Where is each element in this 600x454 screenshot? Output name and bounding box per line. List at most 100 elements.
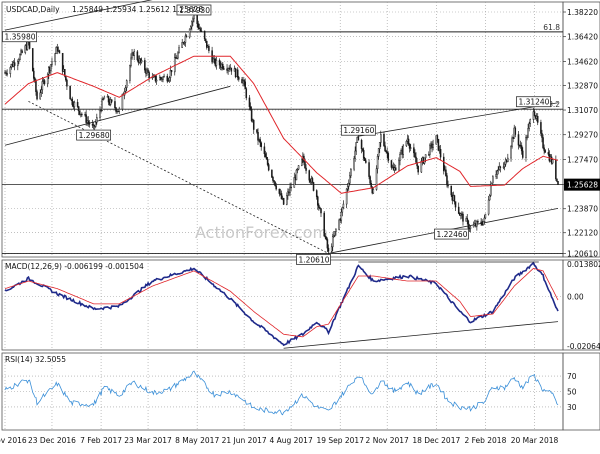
candle-body <box>370 182 372 188</box>
price-annotation-box <box>516 96 551 108</box>
candle-body <box>169 70 172 78</box>
candle-body <box>385 150 387 153</box>
candle-body <box>469 226 472 229</box>
candle-body <box>73 101 76 108</box>
macd-series-signal <box>4 267 559 338</box>
trendline-dotted-support <box>28 101 329 254</box>
candle-body <box>350 168 352 177</box>
candle-body <box>312 182 315 191</box>
candle-body <box>502 166 505 168</box>
candle-body <box>40 89 43 94</box>
candle-body <box>327 247 330 252</box>
x-tick-label: 9 Nov 2016 <box>0 436 27 445</box>
candle-body <box>349 175 351 184</box>
price-annotation-label: 1.29160 <box>343 126 374 135</box>
candle-body <box>238 77 240 80</box>
candle-body <box>297 165 300 170</box>
candle-body <box>280 193 283 200</box>
candle-body <box>110 99 113 102</box>
candle-body <box>402 145 404 155</box>
candle-body <box>555 159 557 180</box>
candle-body <box>414 152 416 158</box>
candle-body <box>446 175 448 186</box>
last-price-label: 1.25628 <box>567 181 598 190</box>
candle-body <box>124 87 127 92</box>
last-price-box <box>564 178 600 191</box>
candle-body <box>147 69 149 73</box>
candle-body <box>61 52 64 72</box>
candle-body <box>375 168 378 190</box>
candle-body <box>484 213 487 219</box>
candle-body <box>136 51 139 61</box>
candle-body <box>487 199 490 215</box>
macd-y-tick-label: -0.020648 <box>567 342 600 351</box>
candle-body <box>377 148 380 157</box>
candle-body <box>432 144 434 148</box>
candle-body <box>168 77 171 82</box>
candle-body <box>346 186 349 190</box>
candle-body <box>31 48 34 72</box>
candle-body <box>399 153 401 161</box>
y-tick-label: 1.32870 <box>567 81 598 90</box>
candle-body <box>301 158 303 166</box>
candle-body <box>178 47 180 54</box>
candle-body <box>361 148 364 151</box>
candle-body <box>330 246 333 252</box>
price-annotation-box <box>434 228 469 240</box>
candle-body <box>252 120 255 130</box>
candle-body <box>51 61 53 65</box>
candle-body <box>453 195 456 202</box>
candle-body <box>413 147 415 154</box>
candle-body <box>319 207 321 209</box>
candle-body <box>64 69 66 77</box>
candle-body <box>488 195 491 201</box>
candle-body <box>215 59 218 66</box>
candle-body <box>96 117 98 123</box>
candle-body <box>263 146 266 155</box>
candle-body <box>71 98 74 105</box>
candle-body <box>121 93 124 110</box>
candle-body <box>236 69 239 78</box>
y-tick-label: 1.38220 <box>567 8 598 17</box>
candle-body <box>289 186 291 194</box>
candle-body <box>21 50 23 53</box>
candle-body <box>507 157 509 162</box>
candle-body <box>103 96 106 100</box>
candle-body <box>133 51 135 56</box>
x-tick-label: 18 Dec 2017 <box>412 436 460 445</box>
candle-body <box>437 138 440 151</box>
candle-body <box>66 79 68 87</box>
candle-body <box>495 174 497 177</box>
x-tick-label: 23 Mar 2017 <box>124 436 172 445</box>
candle-body <box>551 159 554 164</box>
candle-body <box>540 122 542 134</box>
candle-body <box>497 169 499 172</box>
candle-body <box>18 59 20 62</box>
candle-body <box>159 76 161 81</box>
candle-body <box>409 147 412 149</box>
candle-body <box>199 28 202 32</box>
candle-body <box>417 165 419 173</box>
x-tick-label: 2 Nov 2017 <box>366 436 409 445</box>
candle-body <box>323 212 325 237</box>
candle-body <box>407 138 410 145</box>
candle-body <box>482 221 485 226</box>
candle-body <box>483 217 486 222</box>
price-annotation-label: 1.20610 <box>298 255 329 264</box>
candle-body <box>125 80 128 88</box>
candle-body <box>28 41 31 49</box>
candle-body <box>250 109 253 122</box>
candle-body <box>223 68 225 70</box>
candle-body <box>317 196 319 206</box>
candle-body <box>9 67 12 74</box>
candle-body <box>77 106 80 112</box>
candle-body <box>362 150 365 159</box>
candle-body <box>428 154 430 156</box>
trendline-rising-upper <box>358 102 559 137</box>
candle-body <box>503 163 506 168</box>
rsi-y-tick-label: 50 <box>567 388 577 397</box>
candle-body <box>354 150 356 159</box>
candle-body <box>81 113 83 116</box>
x-tick-label: 20 Mar 2018 <box>511 436 559 445</box>
